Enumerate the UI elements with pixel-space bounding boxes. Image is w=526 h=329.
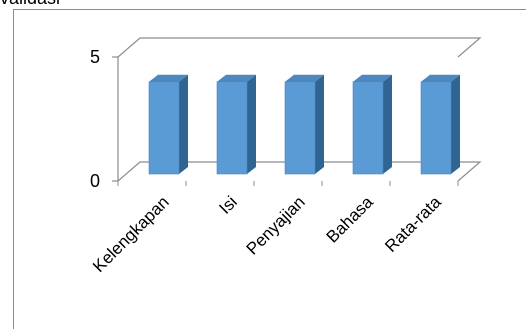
bar-top-0 bbox=[149, 74, 188, 82]
y-tick-label-0: 0 bbox=[90, 171, 100, 191]
bar-top-3 bbox=[353, 74, 392, 82]
x-category-label-1: Isi bbox=[215, 192, 240, 217]
bar-front-1 bbox=[216, 81, 248, 175]
x-category-label-3: Bahasa bbox=[323, 192, 378, 247]
bar-front-3 bbox=[352, 81, 384, 175]
bar-side-3 bbox=[383, 74, 392, 174]
y-tick-label-1: 5 bbox=[90, 47, 100, 67]
bar-2 bbox=[284, 74, 324, 175]
bar-1 bbox=[216, 74, 256, 175]
bar-side-4 bbox=[451, 74, 460, 174]
top-text-fragment: validasi bbox=[0, 0, 60, 9]
bar-top-1 bbox=[217, 74, 256, 82]
bar-4 bbox=[420, 74, 460, 175]
bar-top-2 bbox=[285, 74, 324, 82]
x-category-label-2: Penyajian bbox=[243, 192, 309, 258]
bar-0 bbox=[148, 74, 188, 175]
bar-front-2 bbox=[284, 81, 316, 175]
bar-side-2 bbox=[315, 74, 324, 174]
x-category-label-0: Kelengkapan bbox=[89, 192, 173, 276]
gridline-1 bbox=[117, 37, 482, 58]
y-axis-tick-labels: 05 bbox=[90, 47, 100, 191]
bar-side-0 bbox=[179, 74, 188, 174]
bar-side-1 bbox=[247, 74, 256, 174]
bar-top-4 bbox=[421, 74, 460, 82]
bar-front-4 bbox=[420, 81, 452, 175]
chart-frame bbox=[13, 9, 526, 329]
chart-bars bbox=[148, 74, 460, 175]
bar-3 bbox=[352, 74, 392, 175]
x-category-label-4: Rata-rata bbox=[381, 192, 445, 256]
x-axis-category-labels: Kelengkapan Isi Penyajian Bahasa Rata-rata bbox=[89, 192, 445, 276]
bar-front-0 bbox=[148, 81, 180, 175]
